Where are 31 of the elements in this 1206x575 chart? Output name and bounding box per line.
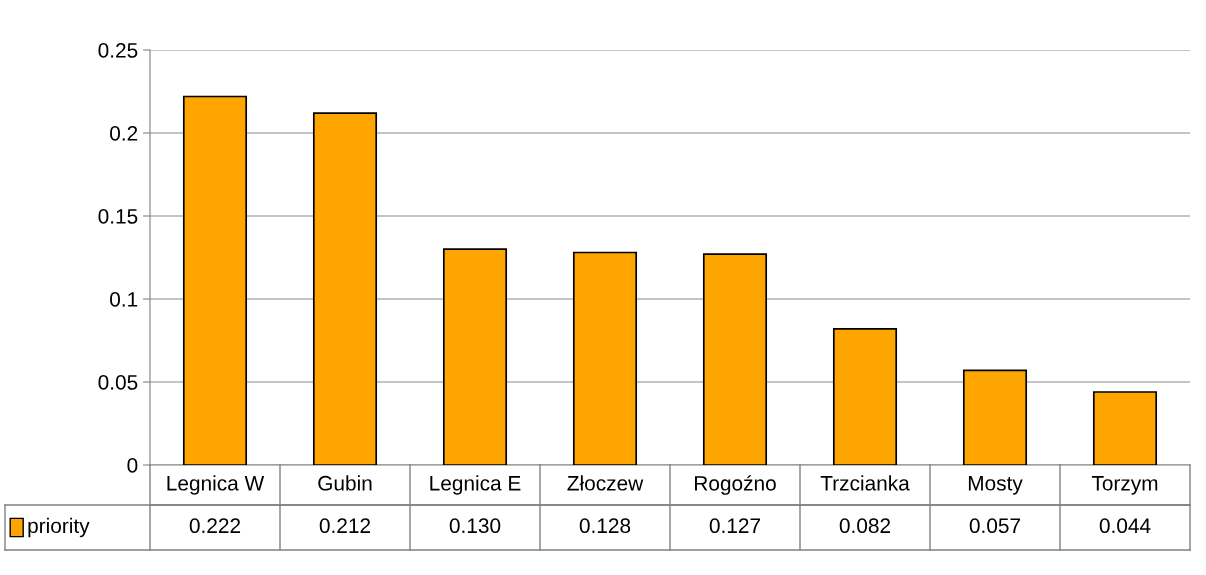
x-tick-label: Mosty — [968, 476, 1023, 495]
bar — [312, 112, 378, 465]
x-tick-label: Gubin — [318, 475, 372, 491]
data-label: 0.044 — [1099, 518, 1151, 534]
x-tick-label: Legnica E — [430, 475, 521, 495]
x-tick-label: Legnica W — [167, 475, 265, 495]
x-tick-label: Trzcianka — [820, 475, 910, 491]
data-label: 0.130 — [449, 518, 501, 534]
bar — [702, 253, 768, 465]
data-label: 0.212 — [319, 518, 371, 534]
data-label: 0.127 — [709, 518, 761, 534]
bar — [442, 248, 508, 465]
data-label: 0.128 — [579, 518, 631, 534]
y-tick-label: 0.25 — [98, 43, 138, 58]
data-label: 0.222 — [189, 518, 241, 534]
data-label: 0.057 — [969, 518, 1021, 534]
x-tick-label: Torzym — [1091, 476, 1158, 495]
y-tick-label: 0.15 — [98, 209, 138, 224]
bar — [182, 95, 248, 465]
y-tick-label: 0.2 — [110, 126, 138, 141]
bar — [962, 369, 1028, 465]
y-tick-label: 0.05 — [98, 375, 138, 390]
y-tick-label: 0.1 — [110, 292, 138, 307]
bar — [572, 251, 638, 465]
y-tick-label: 0 — [127, 458, 138, 473]
bar — [832, 328, 898, 465]
legend-label: priority — [28, 517, 90, 538]
x-tick-label: Rogoźno — [695, 475, 776, 495]
data-label: 0.082 — [839, 518, 891, 534]
bar — [1092, 391, 1158, 465]
x-tick-label: Złoczew — [567, 475, 644, 491]
